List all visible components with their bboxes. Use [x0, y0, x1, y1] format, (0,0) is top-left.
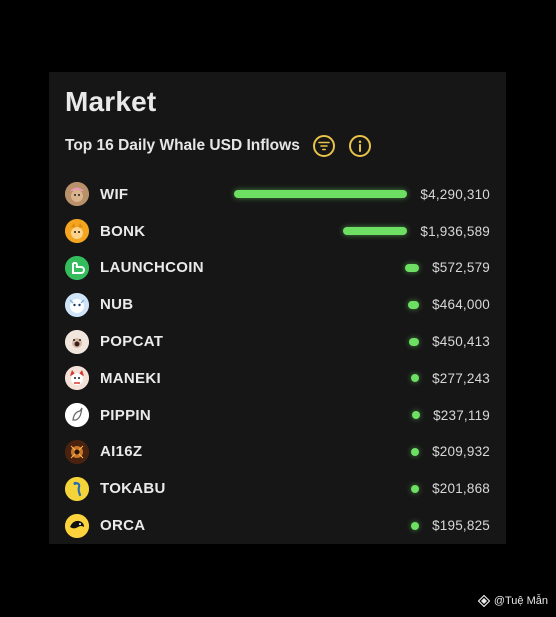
- token-list: WIF $4,290,310 BONK $1,936,589 LAUNCHCOI…: [65, 176, 490, 544]
- dog-hat-avatar-icon: [65, 182, 89, 207]
- token-value: $464,000: [432, 297, 490, 313]
- snake-avatar-icon: [65, 476, 89, 501]
- inflow-bar: [411, 374, 420, 383]
- list-item[interactable]: TOKABU $201,868: [65, 470, 490, 507]
- token-name: TOKABU: [100, 480, 166, 498]
- token-name: LAUNCHCOIN: [100, 259, 204, 277]
- inflow-bar: [411, 521, 420, 530]
- token-value: $201,868: [432, 481, 490, 497]
- shiba-avatar-icon: [65, 219, 89, 244]
- inflow-bar: [408, 300, 420, 309]
- inflow-bar: [234, 190, 408, 199]
- token-value: $572,579: [432, 260, 490, 276]
- page-title: Market: [65, 86, 157, 117]
- bar-track: [229, 213, 408, 250]
- bar-track: [241, 286, 420, 323]
- watermark-text: @Tuệ Mẫn: [493, 595, 548, 607]
- info-icon[interactable]: [348, 135, 371, 157]
- list-item[interactable]: NUB $464,000: [65, 286, 490, 323]
- token-value: $4,290,310: [420, 186, 490, 202]
- market-panel: Market Top 16 Daily Whale USD Inflows WI…: [49, 72, 506, 544]
- diamond-icon: [477, 595, 490, 607]
- subtitle: Top 16 Daily Whale USD Inflows: [65, 137, 300, 154]
- bar-track: [241, 470, 420, 507]
- bar-track: [241, 250, 420, 287]
- token-name: BONK: [100, 222, 146, 240]
- inflow-bar: [405, 263, 420, 272]
- bar-track: [241, 434, 420, 471]
- unicorn-avatar-icon: [65, 403, 89, 428]
- inflow-bar: [408, 337, 420, 346]
- bar-track: [241, 360, 420, 397]
- subtitle-row: Top 16 Daily Whale USD Inflows: [65, 133, 371, 159]
- token-value: $450,413: [432, 334, 490, 350]
- token-value: $1,936,589: [420, 223, 490, 239]
- ai16z-avatar-icon: [65, 439, 89, 464]
- token-value: $195,825: [432, 518, 490, 534]
- cat-avatar-icon: [65, 329, 89, 354]
- token-name: ORCA: [100, 517, 146, 535]
- token-name: MANEKI: [100, 369, 161, 387]
- bar-track: [242, 397, 421, 434]
- list-item[interactable]: AI16Z $209,932: [65, 434, 490, 471]
- maneki-cat-avatar-icon: [65, 366, 89, 391]
- watermark: @Tuệ Mẫn: [477, 595, 548, 607]
- orca-avatar-icon: [65, 513, 89, 538]
- list-item[interactable]: MANEKI $277,243: [65, 360, 490, 397]
- list-item[interactable]: ORCA $195,825: [65, 507, 490, 544]
- list-item[interactable]: BONK $1,936,589: [65, 213, 490, 250]
- list-item[interactable]: POPCAT $450,413: [65, 323, 490, 360]
- list-item[interactable]: LAUNCHCOIN $572,579: [65, 250, 490, 287]
- inflow-bar: [343, 227, 408, 236]
- bar-track: [241, 507, 420, 544]
- bar-track: [241, 323, 420, 360]
- list-item[interactable]: PIPPIN $237,119: [65, 397, 490, 434]
- filter-icon[interactable]: [312, 135, 335, 157]
- token-name: AI16Z: [100, 443, 143, 461]
- nub-avatar-icon: [65, 292, 89, 317]
- token-name: WIF: [100, 185, 129, 203]
- inflow-bar: [411, 447, 420, 456]
- inflow-bar: [411, 484, 420, 493]
- token-name: NUB: [100, 296, 134, 314]
- inflow-bar: [412, 411, 421, 420]
- token-name: POPCAT: [100, 333, 164, 351]
- token-value: $277,243: [432, 370, 490, 386]
- token-value: $209,932: [432, 444, 490, 460]
- bar-track: [229, 176, 408, 213]
- token-value: $237,119: [433, 407, 490, 423]
- list-item[interactable]: WIF $4,290,310: [65, 176, 490, 213]
- launchcoin-avatar-icon: [65, 255, 89, 280]
- token-name: PIPPIN: [100, 406, 151, 424]
